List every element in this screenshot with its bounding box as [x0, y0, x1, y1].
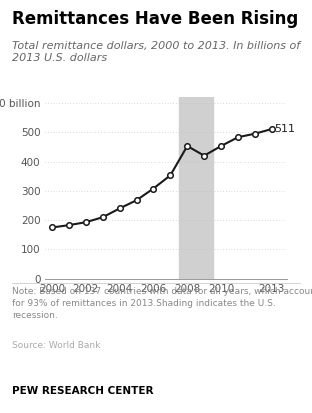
Text: Total remittance dollars, 2000 to 2013. In billions of
2013 U.S. dollars: Total remittance dollars, 2000 to 2013. … [12, 41, 300, 63]
Text: PEW RESEARCH CENTER: PEW RESEARCH CENTER [12, 386, 154, 396]
Text: Remittances Have Been Rising: Remittances Have Been Rising [12, 10, 299, 28]
Text: 511: 511 [274, 124, 295, 134]
Bar [179, 97, 213, 279]
Text: Source: World Bank: Source: World Bank [12, 341, 101, 350]
Text: Note: Based on 137 countries with data for all years, which account
for 93% of r: Note: Based on 137 countries with data f… [12, 287, 312, 320]
